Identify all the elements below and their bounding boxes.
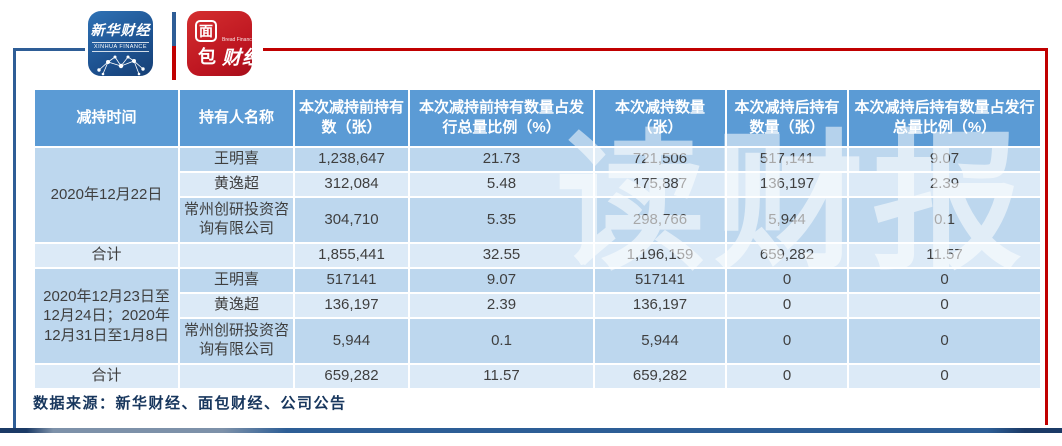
bread-logo-en-text: Bread Finance xyxy=(222,37,255,43)
reduced-cell: 5,944 xyxy=(593,317,727,365)
post-pct-cell: 11.57 xyxy=(847,242,1042,269)
post-holdings-cell: 517,141 xyxy=(725,146,849,173)
post-pct-cell: 0.1 xyxy=(847,196,1042,244)
pre-pct-cell: 5.48 xyxy=(408,171,595,198)
pre-pct-cell: 11.57 xyxy=(408,363,595,390)
pre-holdings-cell: 659,282 xyxy=(293,363,410,390)
table-header-row: 减持时间 持有人名称 本次减持前持有数（张） 本次减持前持有数量占发行总量比例（… xyxy=(33,88,1042,148)
post-holdings-cell: 0 xyxy=(725,292,849,319)
empty-cell xyxy=(178,363,295,390)
logo-divider-bar xyxy=(172,12,176,80)
blue-corner-line-vertical xyxy=(13,48,16,430)
post-pct-cell: 9.07 xyxy=(847,146,1042,173)
post-holdings-cell: 136,197 xyxy=(725,171,849,198)
post-holdings-cell: 0 xyxy=(725,363,849,390)
xinhua-logo-cn-text: 新华财经 xyxy=(90,24,151,39)
pre-pct-cell: 32.55 xyxy=(408,242,595,269)
bread-logo-bao-char: 包 xyxy=(198,47,216,67)
col-header-post-pct: 本次减持后持有数量占发行总量比例（%） xyxy=(847,88,1042,148)
pre-holdings-cell: 304,710 xyxy=(293,196,410,244)
col-header-reduction-time: 减持时间 xyxy=(33,88,180,148)
holder-cell: 王明喜 xyxy=(178,146,295,173)
reduced-cell: 136,197 xyxy=(593,292,727,319)
reduced-cell: 1,196,159 xyxy=(593,242,727,269)
subtotal-label-cell: 合计 xyxy=(33,242,180,269)
subtotal-row: 合计 1,855,441 32.55 1,196,159 659,282 11.… xyxy=(33,242,1042,269)
pre-pct-cell: 9.07 xyxy=(408,267,595,294)
time-cell-group1: 2020年12月22日 xyxy=(33,146,180,244)
constellation-icon xyxy=(96,55,145,76)
reduced-cell: 659,282 xyxy=(593,363,727,390)
holder-cell: 常州创研投资咨询有限公司 xyxy=(178,317,295,365)
red-accent-line-horizontal xyxy=(263,48,1048,51)
pre-holdings-cell: 136,197 xyxy=(293,292,410,319)
post-holdings-cell: 5,944 xyxy=(725,196,849,244)
post-holdings-cell: 0 xyxy=(725,317,849,365)
table-row: 黄逸超 312,084 5.48 175,887 136,197 2.39 xyxy=(34,171,1042,198)
reduced-cell: 721,506 xyxy=(593,146,727,173)
subtotal-row: 合计 659,282 11.57 659,282 0 0 xyxy=(33,363,1042,390)
pre-holdings-cell: 1,238,647 xyxy=(293,146,410,173)
col-header-reduced-amount: 本次减持数量（张） xyxy=(593,88,727,148)
pre-holdings-cell: 312,084 xyxy=(293,171,410,198)
col-header-pre-pct: 本次减持前持有数量占发行总量比例（%） xyxy=(408,88,595,148)
blue-corner-line-horizontal xyxy=(13,48,85,51)
post-pct-cell: 0 xyxy=(847,292,1042,319)
col-header-post-holdings: 本次减持后持有数量（张） xyxy=(725,88,849,148)
table-row: 黄逸超 136,197 2.39 136,197 0 0 xyxy=(34,292,1042,319)
xinhua-finance-logo: 新华财经 XINHUA FINANCE xyxy=(88,11,153,76)
pre-pct-cell: 0.1 xyxy=(408,317,595,365)
table-row: 常州创研投资咨询有限公司 304,710 5.35 298,766 5,944 … xyxy=(34,196,1042,244)
table-row: 2020年12月22日 王明喜 1,238,647 21.73 721,506 … xyxy=(33,146,1042,244)
reduced-cell: 175,887 xyxy=(593,171,727,198)
col-header-holder-name: 持有人名称 xyxy=(178,88,295,148)
pre-pct-cell: 2.39 xyxy=(408,292,595,319)
holder-cell: 王明喜 xyxy=(178,267,295,294)
post-pct-cell: 2.39 xyxy=(847,171,1042,198)
pre-pct-cell: 21.73 xyxy=(408,146,595,173)
post-holdings-cell: 659,282 xyxy=(725,242,849,269)
reduced-cell: 517141 xyxy=(593,267,727,294)
red-accent-line-vertical xyxy=(1045,48,1048,425)
post-pct-cell: 0 xyxy=(847,267,1042,294)
xinhua-logo-en-text: XINHUA FINANCE xyxy=(91,42,150,52)
holder-cell: 常州创研投资咨询有限公司 xyxy=(178,196,295,244)
pre-holdings-cell: 5,944 xyxy=(293,317,410,365)
holder-cell: 黄逸超 xyxy=(178,292,295,319)
subtotal-label-cell: 合计 xyxy=(33,363,180,390)
data-source-label: 数据来源：新华财经、面包财经、公司公告 xyxy=(33,396,347,412)
col-header-pre-holdings: 本次减持前持有数（张） xyxy=(293,88,410,148)
post-holdings-cell: 0 xyxy=(725,267,849,294)
bottom-border-bar xyxy=(0,428,1062,433)
reduced-cell: 298,766 xyxy=(593,196,727,244)
table-row: 常州创研投资咨询有限公司 5,944 0.1 5,944 0 0 xyxy=(34,317,1042,365)
bread-logo-mian-char: 面 xyxy=(195,20,217,42)
bread-logo-caijing-text: 财经 xyxy=(222,47,263,69)
table-row: 2020年12月23日至12月24日；2020年12月31日至1月8日 王明喜 … xyxy=(33,267,1042,365)
pre-pct-cell: 5.35 xyxy=(408,196,595,244)
bread-finance-logo: 面 Bread Finance 包 财经 xyxy=(187,11,261,76)
pre-holdings-cell: 517141 xyxy=(293,267,410,294)
time-cell-group2: 2020年12月23日至12月24日；2020年12月31日至1月8日 xyxy=(33,267,180,365)
post-pct-cell: 0 xyxy=(847,317,1042,365)
holdings-reduction-table: 减持时间 持有人名称 本次减持前持有数（张） 本次减持前持有数量占发行总量比例（… xyxy=(33,88,1042,390)
pre-holdings-cell: 1,855,441 xyxy=(293,242,410,269)
holder-cell: 黄逸超 xyxy=(178,171,295,198)
empty-cell xyxy=(178,242,295,269)
post-pct-cell: 0 xyxy=(847,363,1042,390)
